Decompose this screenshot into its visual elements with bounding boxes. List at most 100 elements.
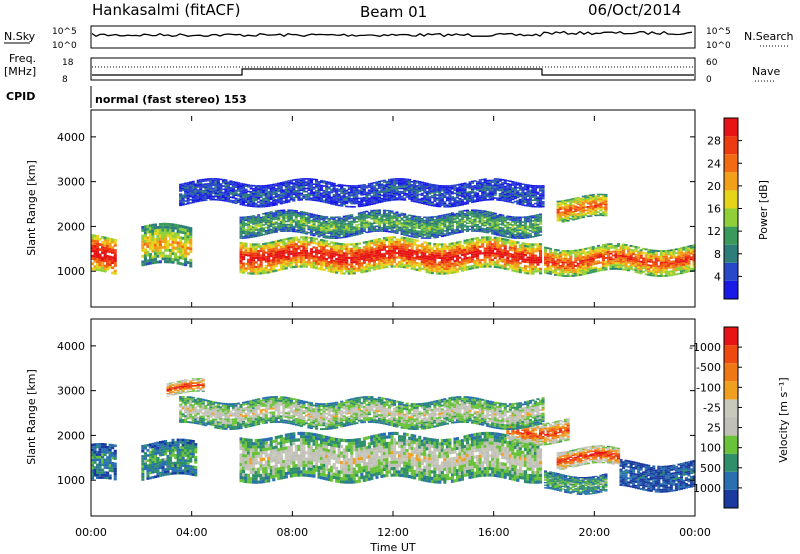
heatmap-cell bbox=[390, 247, 394, 250]
heatmap-cell bbox=[340, 272, 344, 275]
heatmap-cell bbox=[171, 237, 175, 241]
heatmap-cell bbox=[408, 235, 412, 237]
heatmap-cell bbox=[458, 226, 462, 229]
heatmap-cell bbox=[171, 260, 175, 264]
heatmap-cell bbox=[294, 216, 298, 219]
heatmap-cell bbox=[596, 195, 600, 197]
heatmap-cell bbox=[186, 232, 190, 236]
heatmap-cell bbox=[430, 227, 434, 230]
heatmap-cell bbox=[667, 261, 671, 264]
heatmap-cell bbox=[546, 268, 550, 271]
heatmap-cell bbox=[481, 229, 485, 231]
heatmap-cell bbox=[345, 232, 349, 235]
heatmap-cell bbox=[677, 249, 681, 252]
heatmap-cell bbox=[687, 264, 691, 267]
heatmap-cell bbox=[315, 217, 319, 220]
heatmap-cell bbox=[390, 236, 394, 239]
heatmap-cell bbox=[244, 229, 248, 231]
heatmap-cell bbox=[443, 252, 447, 255]
heatmap-cell bbox=[382, 266, 386, 269]
heatmap-cell bbox=[508, 219, 512, 221]
heatmap-cell bbox=[468, 245, 472, 248]
heatmap-cell bbox=[382, 219, 386, 221]
heatmap-cell bbox=[385, 239, 389, 242]
heatmap-cell bbox=[493, 214, 497, 216]
date-title: 06/Oct/2014 bbox=[588, 1, 681, 19]
heatmap-cell bbox=[591, 263, 595, 266]
heatmap-cell bbox=[513, 222, 517, 225]
heatmap-cell bbox=[536, 267, 540, 271]
heatmap-cell bbox=[174, 238, 178, 242]
heatmap-cell bbox=[423, 222, 427, 225]
heatmap-cell bbox=[420, 222, 424, 225]
heatmap-cell bbox=[622, 264, 626, 267]
heatmap-cell bbox=[601, 267, 605, 269]
heatmap-cell bbox=[403, 254, 407, 258]
heatmap-cell bbox=[556, 216, 560, 219]
heatmap-cell bbox=[684, 255, 688, 258]
heatmap-cell bbox=[259, 231, 263, 233]
heatmap-cell bbox=[357, 217, 361, 219]
heatmap-cell bbox=[277, 239, 281, 242]
heatmap-cell bbox=[367, 229, 371, 232]
heatmap-cell bbox=[458, 225, 462, 227]
heatmap-cell bbox=[380, 242, 384, 245]
heatmap-cell bbox=[269, 261, 273, 264]
heatmap-cell bbox=[611, 267, 615, 270]
heatmap-cell bbox=[274, 227, 278, 230]
heatmap-cell bbox=[262, 221, 266, 223]
heatmap-cell bbox=[659, 265, 663, 268]
heatmap-cell bbox=[382, 223, 386, 226]
heatmap-cell bbox=[418, 258, 422, 261]
heatmap-cell bbox=[93, 257, 97, 261]
heatmap-cell bbox=[518, 216, 522, 219]
heatmap-cell bbox=[408, 240, 412, 243]
heatmap-cell bbox=[654, 265, 658, 268]
heatmap-cell bbox=[93, 247, 97, 250]
heatmap-cell bbox=[375, 222, 379, 224]
heatmap-cell bbox=[523, 251, 527, 254]
heatmap-cell bbox=[684, 269, 688, 271]
heatmap-cell bbox=[289, 225, 293, 228]
heatmap-cell bbox=[272, 231, 276, 234]
heatmap-cell bbox=[254, 233, 258, 236]
heatmap-cell bbox=[382, 237, 386, 240]
heatmap-cell bbox=[483, 215, 487, 217]
heatmap-cell bbox=[254, 219, 258, 222]
heatmap-cell bbox=[445, 232, 449, 235]
heatmap-cell bbox=[493, 263, 497, 266]
heatmap-cell bbox=[483, 238, 487, 241]
heatmap-cell bbox=[637, 271, 641, 274]
heatmap-cell bbox=[292, 256, 296, 260]
heatmap-cell bbox=[609, 250, 613, 253]
heatmap-cell bbox=[576, 249, 580, 252]
heatmap-cell bbox=[181, 251, 185, 255]
heatmap-cell bbox=[93, 234, 97, 238]
heatmap-cell bbox=[420, 256, 424, 259]
heatmap-cell bbox=[528, 270, 532, 273]
heatmap-cell bbox=[652, 272, 656, 275]
heatmap-cell bbox=[609, 268, 613, 270]
heatmap-cell bbox=[352, 229, 356, 232]
heatmap-cell bbox=[584, 253, 588, 256]
heatmap-cell bbox=[463, 209, 467, 212]
heatmap-cell bbox=[453, 271, 457, 274]
heatmap-cell bbox=[594, 266, 598, 269]
heatmap-cell bbox=[498, 213, 502, 216]
heatmap-cell bbox=[410, 235, 414, 238]
heatmap-cell bbox=[627, 256, 631, 258]
heatmap-cell bbox=[584, 259, 588, 262]
heatmap-cell bbox=[405, 217, 409, 219]
heatmap-cell bbox=[448, 249, 452, 252]
heatmap-cell bbox=[418, 217, 422, 220]
heatmap-cell bbox=[604, 245, 608, 248]
heatmap-cell bbox=[428, 232, 432, 235]
heatmap-cell bbox=[309, 241, 313, 244]
heatmap-cell bbox=[619, 252, 623, 255]
heatmap-cell bbox=[516, 254, 520, 257]
heatmap-cell bbox=[473, 220, 477, 223]
heatmap-cell bbox=[274, 262, 278, 265]
heatmap-cell bbox=[302, 214, 306, 217]
heatmap-cell bbox=[443, 267, 447, 271]
heatmap-cell bbox=[259, 223, 263, 225]
